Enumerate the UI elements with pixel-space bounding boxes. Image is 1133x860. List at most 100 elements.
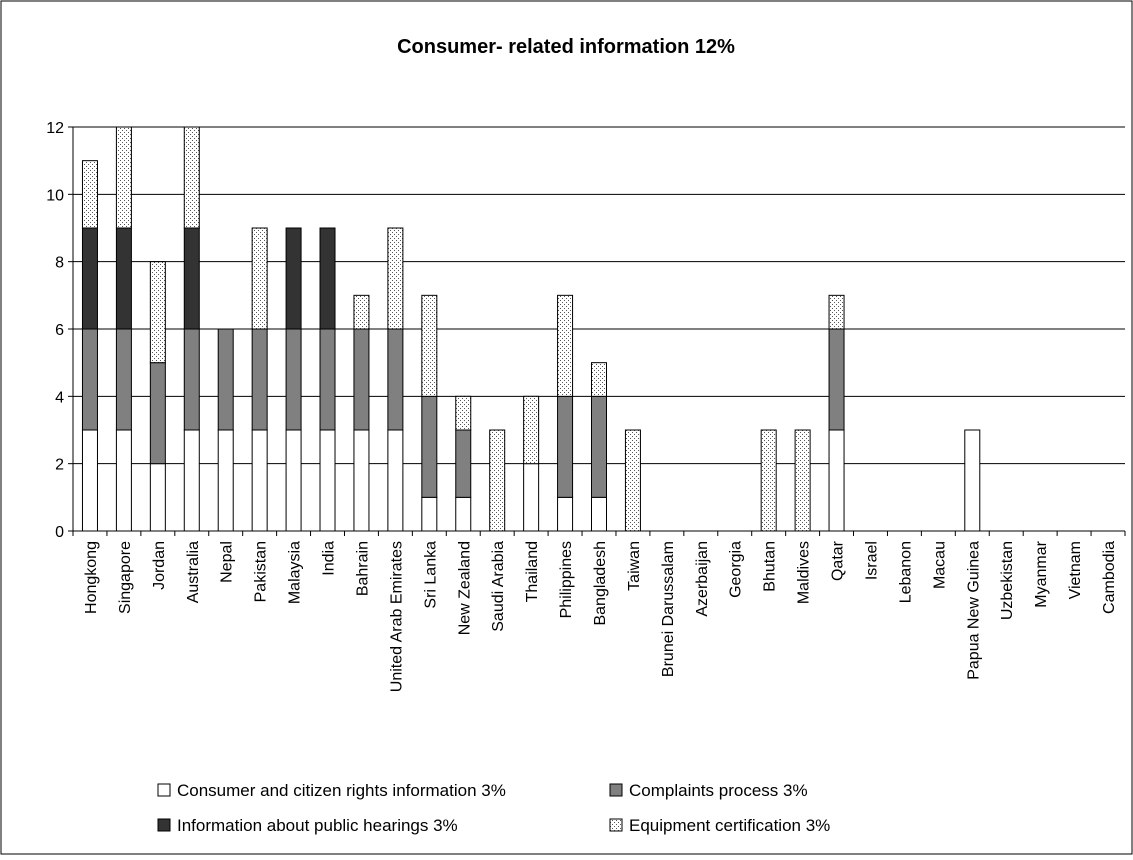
bar-segment-4 bbox=[794, 429, 811, 532]
x-tick-label: Qatar bbox=[830, 540, 847, 581]
bar-segment-2 bbox=[455, 429, 472, 498]
x-tick-label: Myanmar bbox=[1033, 540, 1050, 607]
legend-swatch bbox=[609, 818, 623, 832]
gridlines bbox=[73, 126, 1125, 465]
bar-segment-1 bbox=[149, 463, 166, 532]
bar-segment-3 bbox=[183, 227, 200, 330]
legend: Consumer and citizen rights information … bbox=[157, 781, 830, 835]
x-tick-label: Malaysia bbox=[287, 541, 304, 604]
y-tick-label: 6 bbox=[55, 322, 64, 339]
bar-segment-2 bbox=[319, 328, 336, 431]
bar-segment-2 bbox=[828, 328, 845, 431]
bar-segment-4 bbox=[591, 362, 607, 397]
bar-segment-2 bbox=[115, 328, 132, 431]
x-tick-label: Sri Lanka bbox=[422, 541, 439, 609]
bar-segment-1 bbox=[387, 429, 404, 532]
bar-segment-4 bbox=[387, 227, 404, 330]
bar-segment-3 bbox=[115, 227, 132, 330]
x-tick-label: Vietnam bbox=[1067, 541, 1084, 599]
bar-segment-1 bbox=[523, 463, 540, 532]
x-tick-label: Lebanon bbox=[897, 541, 914, 603]
bar-segment-1 bbox=[964, 429, 981, 532]
bar-segment-4 bbox=[455, 395, 472, 431]
y-tick-label: 4 bbox=[55, 389, 64, 406]
x-tick-label: Azerbaijan bbox=[694, 541, 711, 617]
x-tick-label: Jordan bbox=[151, 541, 168, 590]
bar-segment-3 bbox=[81, 227, 98, 330]
x-tick-label: Maldives bbox=[796, 541, 813, 604]
x-tick-label: New Zealand bbox=[456, 541, 473, 635]
bar-segment-2 bbox=[251, 328, 268, 431]
bar-segment-1 bbox=[591, 496, 607, 532]
bar-segment-1 bbox=[353, 429, 370, 532]
legend-label: Consumer and citizen rights information … bbox=[177, 781, 506, 800]
bar-segment-4 bbox=[183, 126, 200, 229]
bar-segment-4 bbox=[624, 429, 641, 532]
bar-segment-1 bbox=[285, 429, 302, 532]
bar-segment-1 bbox=[319, 429, 336, 532]
y-tick-label: 0 bbox=[55, 524, 64, 541]
x-tick-label: Singapore bbox=[117, 541, 134, 614]
chart-title: Consumer- related information 12% bbox=[397, 36, 735, 58]
x-tick-label: Bahrain bbox=[354, 541, 371, 596]
x-tick-label: Uzbekistan bbox=[999, 541, 1016, 620]
x-tick-label: Hongkong bbox=[83, 541, 100, 614]
bar-segment-3 bbox=[285, 227, 302, 330]
x-tick-label: Bhutan bbox=[762, 541, 779, 592]
y-tick-label: 8 bbox=[55, 255, 64, 272]
legend-swatch bbox=[157, 818, 171, 832]
bar-segment-2 bbox=[421, 395, 438, 498]
x-tick-label: Israel bbox=[863, 541, 880, 580]
bars bbox=[81, 126, 981, 532]
bar-segment-1 bbox=[81, 429, 98, 532]
bar-segment-2 bbox=[217, 328, 234, 431]
bar-segment-1 bbox=[251, 429, 268, 532]
bar-segment-4 bbox=[81, 160, 98, 229]
legend-label: Equipment certification 3% bbox=[629, 816, 830, 835]
bar-segment-4 bbox=[115, 126, 132, 229]
bar-segment-1 bbox=[421, 496, 438, 532]
x-tick-label: United Arab Emirates bbox=[388, 541, 405, 692]
x-tick-label: Macau bbox=[931, 541, 948, 589]
bar-segment-2 bbox=[81, 328, 98, 431]
bar-segment-4 bbox=[353, 294, 370, 330]
bar-segment-3 bbox=[319, 227, 336, 330]
x-tick-label: Bangladesh bbox=[592, 541, 609, 626]
bar-segment-1 bbox=[455, 496, 472, 532]
y-tick-label: 2 bbox=[55, 457, 64, 474]
legend-label: Information about public hearings 3% bbox=[177, 816, 458, 835]
x-tick-label: Georgia bbox=[728, 541, 745, 598]
bar-segment-2 bbox=[353, 328, 370, 431]
y-tick-label: 12 bbox=[46, 120, 64, 137]
bar-segment-2 bbox=[285, 328, 302, 431]
x-tick-label: Saudi Arabia bbox=[490, 541, 507, 632]
x-tick-label: Taiwan bbox=[626, 541, 643, 591]
x-tick-label: Papua New Guinea bbox=[965, 541, 982, 680]
bar-segment-1 bbox=[217, 429, 234, 532]
bar-segment-4 bbox=[523, 395, 540, 465]
bar-segment-1 bbox=[115, 429, 132, 532]
bar-segment-4 bbox=[760, 429, 777, 532]
legend-swatch bbox=[609, 783, 623, 797]
y-tick-label: 10 bbox=[46, 187, 64, 204]
bar-segment-4 bbox=[149, 261, 166, 364]
legend-swatch bbox=[157, 783, 171, 797]
x-tick-label: Australia bbox=[185, 541, 202, 603]
bar-segment-4 bbox=[828, 294, 845, 330]
bar-segment-2 bbox=[183, 328, 200, 431]
bar-segment-2 bbox=[591, 395, 607, 498]
legend-label: Complaints process 3% bbox=[629, 781, 808, 800]
x-tick-label: Nepal bbox=[219, 541, 236, 583]
bar-segment-1 bbox=[557, 496, 574, 532]
x-tick-label: Brunei Darussalam bbox=[660, 541, 677, 677]
x-tick-label: Pakistan bbox=[253, 541, 270, 602]
bar-segment-4 bbox=[251, 227, 268, 330]
x-tick-label: Thailand bbox=[524, 541, 541, 602]
bar-segment-1 bbox=[183, 429, 200, 532]
bar-segment-4 bbox=[421, 294, 438, 397]
x-tick-label: India bbox=[321, 541, 338, 576]
x-tick-label: Cambodia bbox=[1101, 541, 1118, 614]
bar-segment-2 bbox=[387, 328, 404, 431]
bar-segment-2 bbox=[149, 362, 166, 465]
